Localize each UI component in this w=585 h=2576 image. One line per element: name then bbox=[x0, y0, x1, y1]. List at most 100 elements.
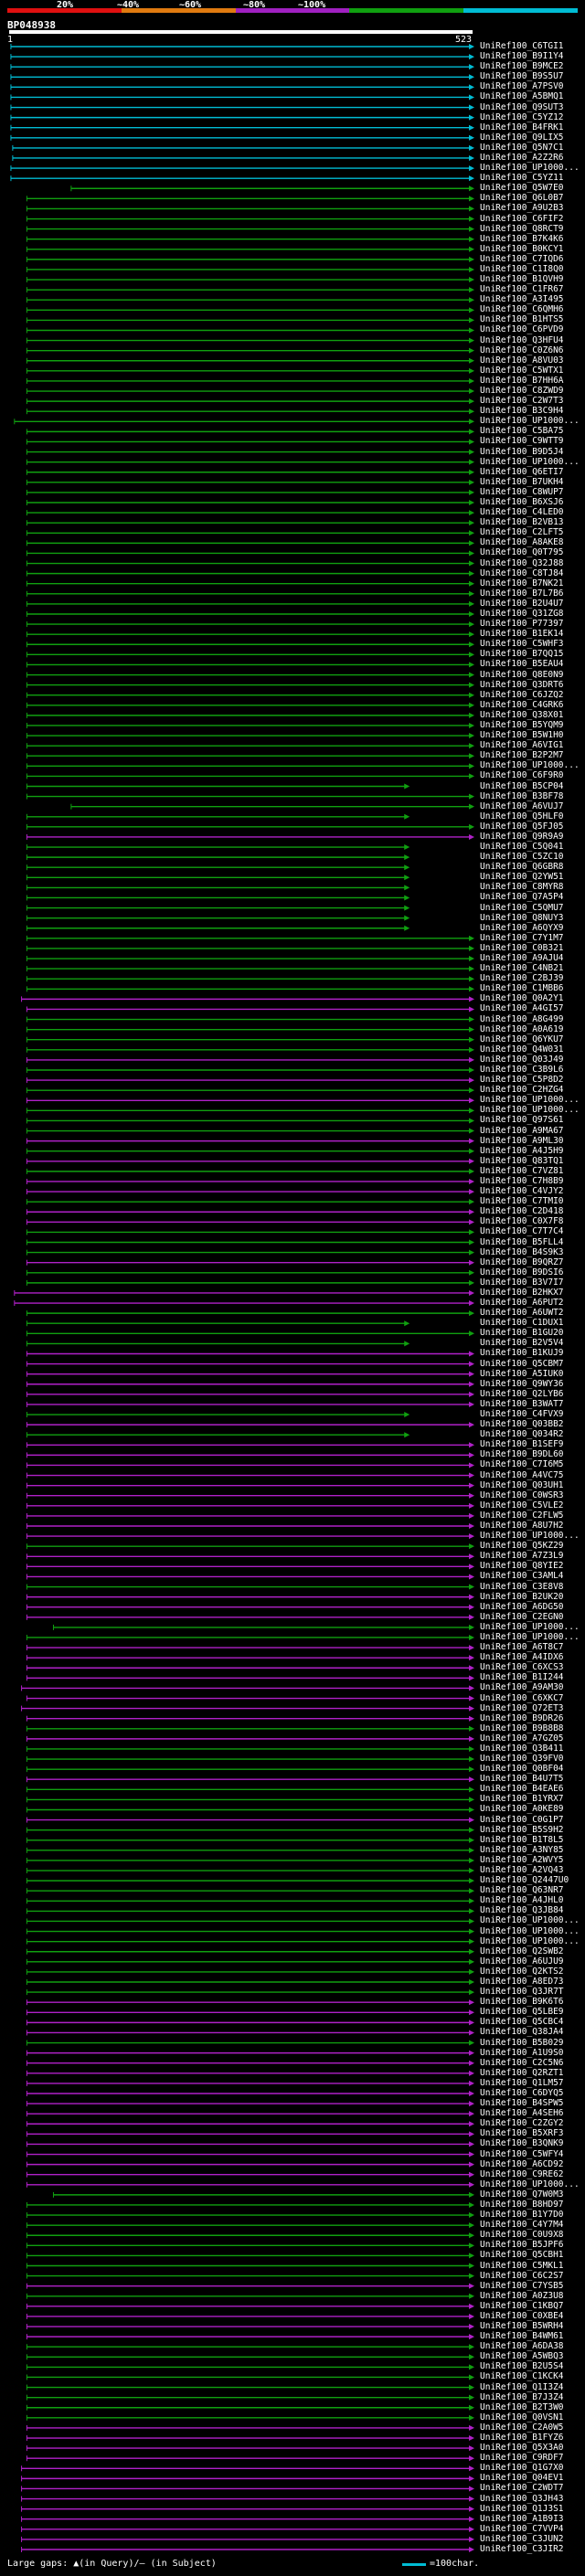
hit-label[interactable]: UniRef100_A7PSV0 bbox=[480, 81, 564, 92]
hit-label[interactable]: UniRef100_A9MA67 bbox=[480, 1125, 564, 1136]
hit-label[interactable]: UniRef100_C1KBQ7 bbox=[480, 2300, 564, 2311]
hit-label[interactable]: UniRef100_C1I8Q0 bbox=[480, 263, 564, 274]
hit-label[interactable]: UniRef100_Q6YKU7 bbox=[480, 1034, 564, 1044]
hit-label[interactable]: UniRef100_Q38JA4 bbox=[480, 2027, 564, 2038]
hit-label[interactable]: UniRef100_UP1000... bbox=[480, 1531, 580, 1542]
hit-label[interactable]: UniRef100_A2WVY5 bbox=[480, 1854, 564, 1865]
hit-label[interactable]: UniRef100_Q83TQ1 bbox=[480, 1155, 564, 1166]
hit-label[interactable]: UniRef100_Q2YW51 bbox=[480, 872, 564, 883]
hit-label[interactable]: UniRef100_B2V5V4 bbox=[480, 1338, 564, 1349]
hit-label[interactable]: UniRef100_C0X7F8 bbox=[480, 1216, 564, 1227]
hit-label[interactable]: UniRef100_B1T8L5 bbox=[480, 1834, 564, 1845]
hit-label[interactable]: UniRef100_C2ZGY2 bbox=[480, 2118, 564, 2129]
hit-label[interactable]: UniRef100_C8MYR8 bbox=[480, 882, 564, 893]
hit-label[interactable]: UniRef100_B9DL60 bbox=[480, 1449, 564, 1460]
hit-label[interactable]: UniRef100_C6F9R0 bbox=[480, 770, 564, 781]
hit-label[interactable]: UniRef100_Q39FV0 bbox=[480, 1754, 564, 1765]
hit-label[interactable]: UniRef100_C5Q041 bbox=[480, 842, 564, 853]
hit-label[interactable]: UniRef100_B3WAT7 bbox=[480, 1398, 564, 1409]
hit-label[interactable]: UniRef100_C3AML4 bbox=[480, 1571, 564, 1582]
hit-label[interactable]: UniRef100_C6XCS3 bbox=[480, 1662, 564, 1673]
hit-label[interactable]: UniRef100_B7UKH4 bbox=[480, 476, 564, 487]
hit-label[interactable]: UniRef100_B3BF78 bbox=[480, 790, 564, 801]
hit-label[interactable]: UniRef100_Q5HLF0 bbox=[480, 811, 564, 822]
hit-label[interactable]: UniRef100_Q03BB2 bbox=[480, 1419, 564, 1430]
hit-label[interactable]: UniRef100_C6DYQ5 bbox=[480, 2087, 564, 2098]
hit-label[interactable]: UniRef100_C7TMI0 bbox=[480, 1196, 564, 1207]
hit-label[interactable]: UniRef100_A1U9S0 bbox=[480, 2047, 564, 2058]
hit-label[interactable]: UniRef100_A8VU03 bbox=[480, 355, 564, 366]
hit-label[interactable]: UniRef100_A7Z3L9 bbox=[480, 1551, 564, 1562]
hit-label[interactable]: UniRef100_Q5CBH1 bbox=[480, 2250, 564, 2261]
hit-label[interactable]: UniRef100_C4LED0 bbox=[480, 507, 564, 518]
hit-label[interactable]: UniRef100_C7YSB5 bbox=[480, 2280, 564, 2291]
hit-label[interactable]: UniRef100_A3I495 bbox=[480, 294, 564, 305]
hit-label[interactable]: UniRef100_Q0T795 bbox=[480, 547, 564, 558]
hit-label[interactable]: UniRef100_C5VLE2 bbox=[480, 1500, 564, 1511]
hit-label[interactable]: UniRef100_Q5CBC4 bbox=[480, 2017, 564, 2028]
hit-label[interactable]: UniRef100_B7NK21 bbox=[480, 578, 564, 588]
hit-label[interactable]: UniRef100_C7H8B9 bbox=[480, 1175, 564, 1186]
hit-label[interactable]: UniRef100_A8U7H2 bbox=[480, 1521, 564, 1531]
hit-label[interactable]: UniRef100_C4FVX9 bbox=[480, 1409, 564, 1420]
hit-label[interactable]: UniRef100_C1FR67 bbox=[480, 284, 564, 295]
hit-label[interactable]: UniRef100_C0G1P7 bbox=[480, 1814, 564, 1825]
hit-label[interactable]: UniRef100_B2HKX7 bbox=[480, 1287, 564, 1298]
hit-label[interactable]: UniRef100_C7I6M5 bbox=[480, 1459, 564, 1470]
hit-label[interactable]: UniRef100_C5WTX1 bbox=[480, 365, 564, 376]
hit-label[interactable]: UniRef100_C6XKC7 bbox=[480, 1692, 564, 1703]
hit-label[interactable]: UniRef100_B3C9H4 bbox=[480, 406, 564, 417]
hit-label[interactable]: UniRef100_C7VZ81 bbox=[480, 1165, 564, 1176]
hit-label[interactable]: UniRef100_UP1000... bbox=[480, 1095, 580, 1106]
hit-label[interactable]: UniRef100_B7K4K6 bbox=[480, 233, 564, 244]
hit-label[interactable]: UniRef100_Q5X3A0 bbox=[480, 2443, 564, 2454]
hit-label[interactable]: UniRef100_C3JIR2 bbox=[480, 2544, 564, 2554]
hit-label[interactable]: UniRef100_C9RE62 bbox=[480, 2168, 564, 2179]
hit-label[interactable]: UniRef100_A6VIG1 bbox=[480, 740, 564, 751]
hit-label[interactable]: UniRef100_C2LFT5 bbox=[480, 527, 564, 538]
hit-label[interactable]: UniRef100_Q3JH43 bbox=[480, 2493, 564, 2504]
hit-label[interactable]: UniRef100_C4GRK6 bbox=[480, 699, 564, 710]
hit-label[interactable]: UniRef100_Q1J3S1 bbox=[480, 2503, 564, 2514]
hit-label[interactable]: UniRef100_Q97S61 bbox=[480, 1115, 564, 1126]
hit-label[interactable]: UniRef100_Q5W7E0 bbox=[480, 183, 564, 194]
hit-label[interactable]: UniRef100_A6DA38 bbox=[480, 2341, 564, 2352]
hit-label[interactable]: UniRef100_B9I1Y4 bbox=[480, 51, 564, 62]
hit-label[interactable]: UniRef100_Q1I3Z4 bbox=[480, 2381, 564, 2392]
hit-label[interactable]: UniRef100_A7GZ05 bbox=[480, 1733, 564, 1744]
hit-label[interactable]: UniRef100_B7QQ15 bbox=[480, 649, 564, 660]
hit-label[interactable]: UniRef100_Q9SUT3 bbox=[480, 101, 564, 112]
hit-label[interactable]: UniRef100_P77397 bbox=[480, 619, 564, 630]
hit-label[interactable]: UniRef100_B5FLL4 bbox=[480, 1236, 564, 1247]
hit-label[interactable]: UniRef100_A6UJU9 bbox=[480, 1956, 564, 1966]
hit-label[interactable]: UniRef100_B7HH6A bbox=[480, 375, 564, 386]
hit-label[interactable]: UniRef100_Q5LBE9 bbox=[480, 2007, 564, 2018]
hit-label[interactable]: UniRef100_B4WM61 bbox=[480, 2331, 564, 2342]
hit-label[interactable]: UniRef100_C0Z6N6 bbox=[480, 345, 564, 355]
hit-label[interactable]: UniRef100_C3E8V8 bbox=[480, 1581, 564, 1592]
hit-label[interactable]: UniRef100_B5YQM9 bbox=[480, 719, 564, 730]
hit-label[interactable]: UniRef100_C4NB21 bbox=[480, 963, 564, 974]
hit-label[interactable]: UniRef100_A8ED73 bbox=[480, 1977, 564, 1987]
hit-label[interactable]: UniRef100_C1KCK4 bbox=[480, 2371, 564, 2382]
hit-label[interactable]: UniRef100_C9RDF7 bbox=[480, 2453, 564, 2464]
hit-label[interactable]: UniRef100_B5EAU4 bbox=[480, 659, 564, 670]
hit-label[interactable]: UniRef100_B1FYZ6 bbox=[480, 2433, 564, 2443]
hit-label[interactable]: UniRef100_C2BJ39 bbox=[480, 973, 564, 984]
hit-label[interactable]: UniRef100_A8G499 bbox=[480, 1013, 564, 1024]
hit-label[interactable]: UniRef100_C5P8D2 bbox=[480, 1075, 564, 1086]
hit-label[interactable]: UniRef100_B2VB13 bbox=[480, 517, 564, 528]
hit-label[interactable]: UniRef100_B1YRX7 bbox=[480, 1794, 564, 1805]
hit-label[interactable]: UniRef100_C5QMU7 bbox=[480, 902, 564, 913]
hit-label[interactable]: UniRef100_A9AM30 bbox=[480, 1682, 564, 1693]
hit-label[interactable]: UniRef100_B1QVH9 bbox=[480, 274, 564, 285]
hit-label[interactable]: UniRef100_Q3JB84 bbox=[480, 1905, 564, 1916]
hit-label[interactable]: UniRef100_UP1000... bbox=[480, 760, 580, 771]
hit-label[interactable]: UniRef100_A5WBQ3 bbox=[480, 2351, 564, 2362]
hit-label[interactable]: UniRef100_Q0BF04 bbox=[480, 1764, 564, 1775]
hit-label[interactable]: UniRef100_C5WHF3 bbox=[480, 639, 564, 650]
hit-label[interactable]: UniRef100_A1B9I3 bbox=[480, 2513, 564, 2524]
hit-label[interactable]: UniRef100_Q8RCT9 bbox=[480, 223, 564, 234]
hit-label[interactable]: UniRef100_Q5CBM7 bbox=[480, 1358, 564, 1369]
hit-label[interactable]: UniRef100_Q03J49 bbox=[480, 1054, 564, 1065]
